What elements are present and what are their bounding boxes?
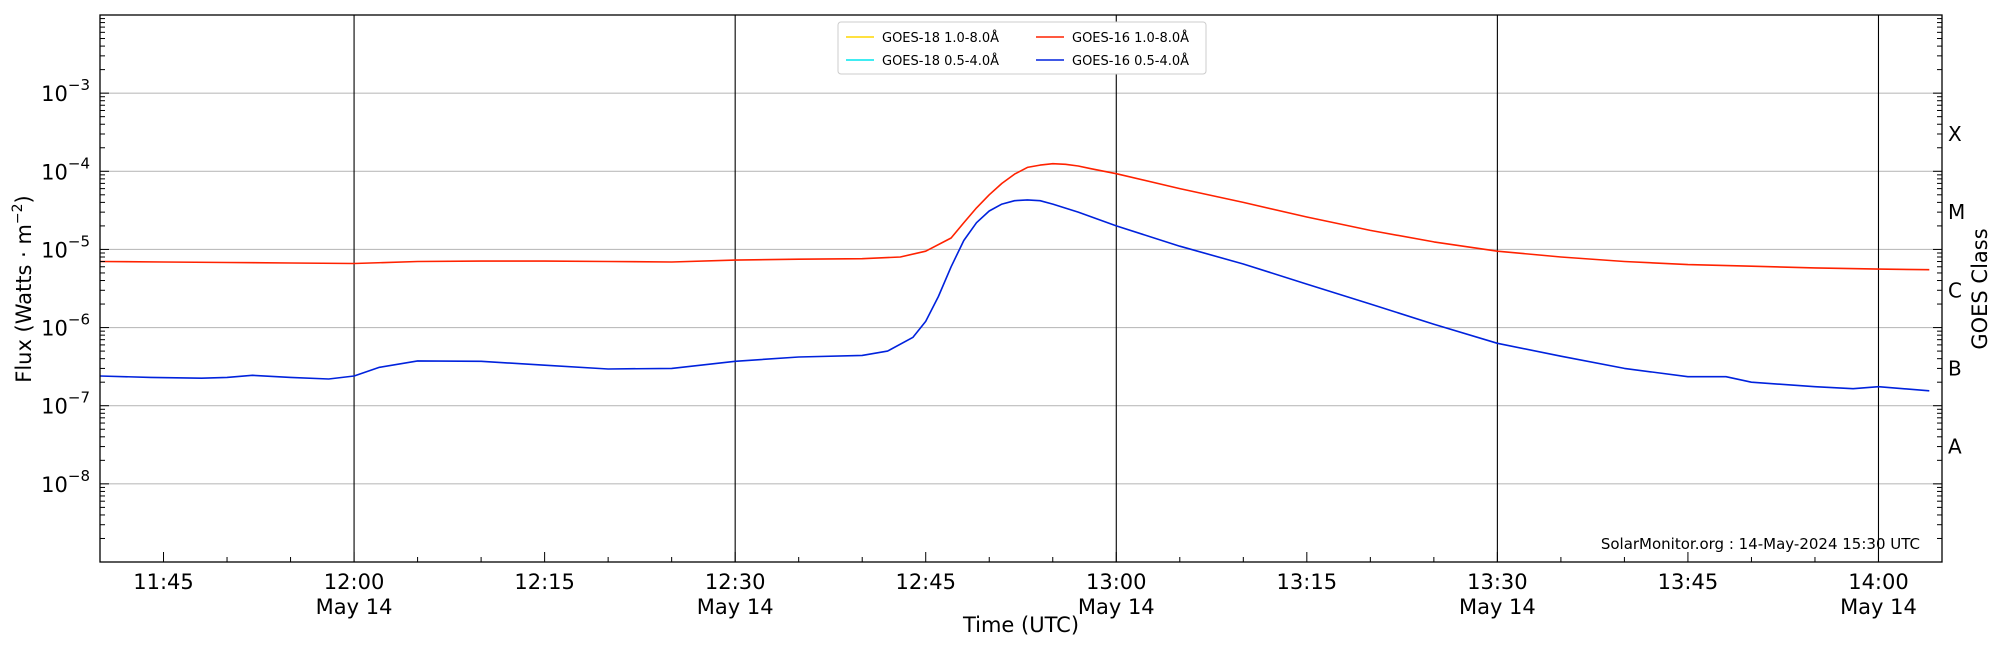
x-tick-date-label: May 14 [316, 595, 393, 619]
x-tick-label: 13:30 [1467, 570, 1528, 594]
plot-frame [99, 14, 1943, 563]
watermark-text: SolarMonitor.org : 14-May-2024 15:30 UTC [1601, 535, 1920, 553]
legend-label: GOES-16 1.0-8.0Å [1072, 30, 1189, 46]
x-tick-date-label: May 14 [1459, 595, 1536, 619]
x-tick-label: 12:00 [324, 570, 385, 594]
grid-layer [100, 92, 1942, 485]
x-tick-label: 12:45 [895, 570, 956, 594]
legend: GOES-18 1.0-8.0Å GOES-18 0.5-4.0Å GOES-16 … [837, 21, 1207, 75]
goes-class-label: C [1948, 278, 1962, 302]
goes-class-label: A [1948, 435, 1962, 459]
x-tick-label: 12:30 [705, 570, 766, 594]
legend-label: GOES-16 0.5-4.0Å [1072, 53, 1189, 69]
series-layer [99, 162, 1930, 392]
x-tick-label: 13:00 [1086, 570, 1147, 594]
x-tick-label: 13:15 [1277, 570, 1338, 594]
goes-class-label: M [1948, 200, 1965, 224]
legend-label: GOES-18 0.5-4.0Å [882, 53, 999, 69]
y-axis-title: Flux (Watts · m−2) [10, 195, 36, 383]
x-tick-date-label: May 14 [1078, 595, 1155, 619]
series-line [99, 199, 1930, 392]
x-tick-label: 14:00 [1848, 570, 1909, 594]
vertical-lines-layer [353, 15, 1880, 562]
series-line [99, 162, 1930, 271]
legend-label: GOES-18 1.0-8.0Å [882, 30, 999, 46]
goes-class-label: B [1948, 356, 1962, 380]
x-axis-title: Time (UTC) [962, 613, 1079, 637]
x-tick-date-label: May 14 [1840, 595, 1917, 619]
goes-class-label: X [1948, 122, 1962, 146]
y2-axis-title: GOES Class [1968, 228, 1992, 349]
x-tick-label: 11:45 [133, 570, 194, 594]
x-tick-label: 13:45 [1658, 570, 1719, 594]
legend-box [837, 21, 1207, 75]
x-tick-label: 12:15 [514, 570, 575, 594]
x-tick-date-label: May 14 [697, 595, 774, 619]
